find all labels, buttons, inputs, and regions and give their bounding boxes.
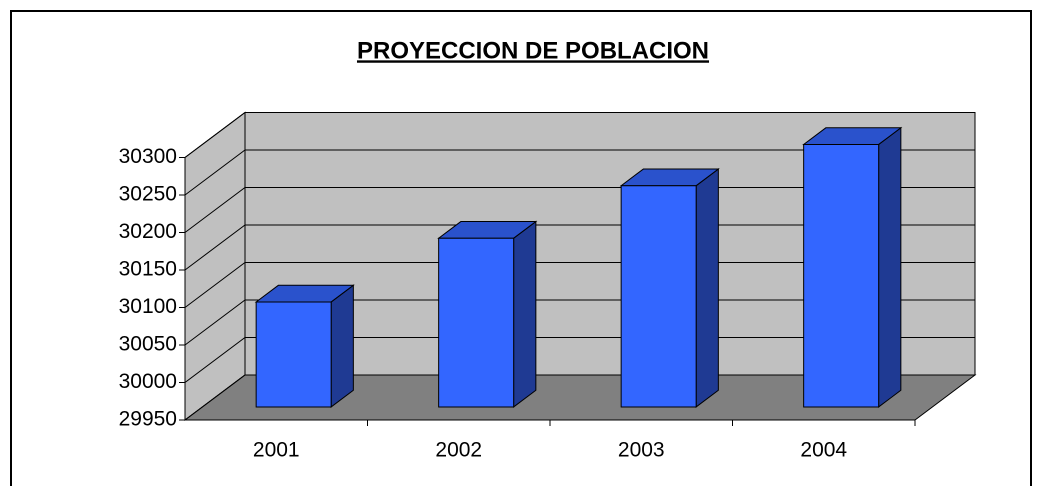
y-tick-label: 30000 xyxy=(119,370,177,393)
grid-line xyxy=(184,374,975,421)
y-tick-label: 30100 xyxy=(119,295,177,318)
grid-line xyxy=(184,337,975,383)
bar xyxy=(803,143,880,408)
bar xyxy=(438,237,515,408)
bar xyxy=(255,301,332,408)
grid-line xyxy=(184,262,975,308)
bar-side xyxy=(878,126,902,408)
y-tick-label: 30050 xyxy=(119,333,177,356)
bar xyxy=(620,185,697,408)
x-tick-label: 2003 xyxy=(618,439,665,462)
grid-line xyxy=(184,224,975,271)
grid-line xyxy=(184,299,975,346)
y-tick-label: 29950 xyxy=(119,408,177,431)
grid-line xyxy=(184,149,975,196)
y-tick-label: 30300 xyxy=(119,145,177,168)
bar-side xyxy=(695,168,719,408)
side-wall xyxy=(184,111,246,421)
x-tick-label: 2004 xyxy=(800,439,847,462)
grid-line xyxy=(184,187,975,233)
x-tick-label: 2002 xyxy=(435,439,482,462)
y-tick-label: 30200 xyxy=(119,220,177,243)
grid-line xyxy=(184,112,975,158)
x-tick-label: 2001 xyxy=(253,439,300,462)
y-tick-label: 30250 xyxy=(119,183,177,206)
bar-side xyxy=(330,284,354,408)
y-tick-label: 30150 xyxy=(119,258,177,281)
chart-title: PROYECCION DE POBLACION xyxy=(357,37,709,64)
bar-side xyxy=(513,220,537,408)
